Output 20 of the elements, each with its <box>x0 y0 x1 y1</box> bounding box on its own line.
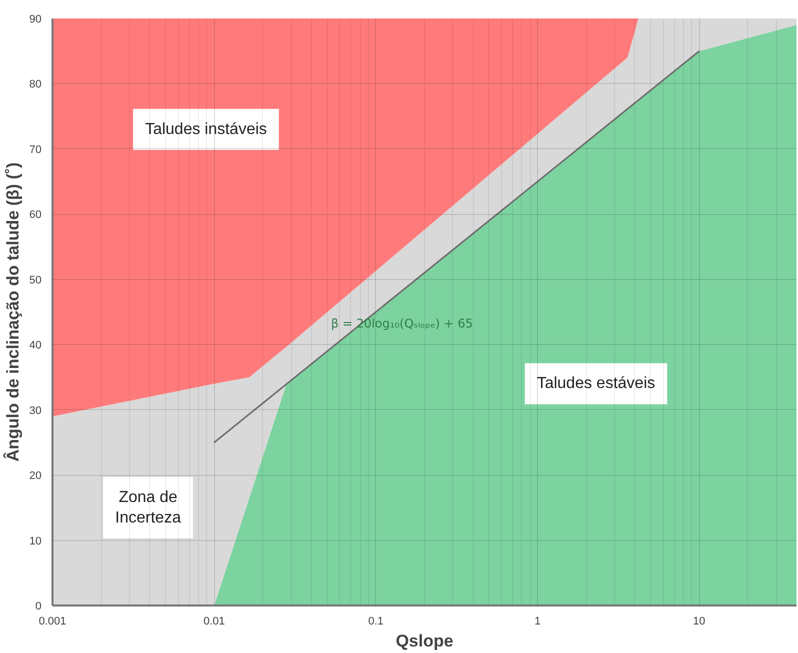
y-tick-label: 30 <box>29 404 42 417</box>
x-tick-label: 1 <box>534 616 541 628</box>
y-tick-label: 60 <box>29 209 42 222</box>
annotation: Zona de Incerteza <box>115 488 182 526</box>
x-tick-label: 0.1 <box>368 616 384 628</box>
annotation: Taludes instáveis <box>145 120 267 138</box>
annotation: Taludes estáveis <box>536 375 656 392</box>
x-axis-title: Qslope <box>396 632 454 650</box>
y-tick-label: 90 <box>29 14 42 26</box>
x-tick-label: 0.01 <box>203 616 225 628</box>
x-tick-label: 10 <box>693 616 706 628</box>
y-tick-label: 70 <box>29 144 42 156</box>
y-tick-label: 40 <box>29 340 42 352</box>
y-tick-label: 50 <box>29 274 42 286</box>
y-tick-label: 0 <box>35 600 42 612</box>
y-tick-label: 10 <box>29 535 42 548</box>
y-tick-label: 80 <box>29 78 42 91</box>
y-axis-title: Ângulo de inclinação do talude (β) (˚) <box>2 162 22 462</box>
x-tick-label: 0.001 <box>38 616 66 628</box>
y-tick-label: 20 <box>29 470 42 482</box>
